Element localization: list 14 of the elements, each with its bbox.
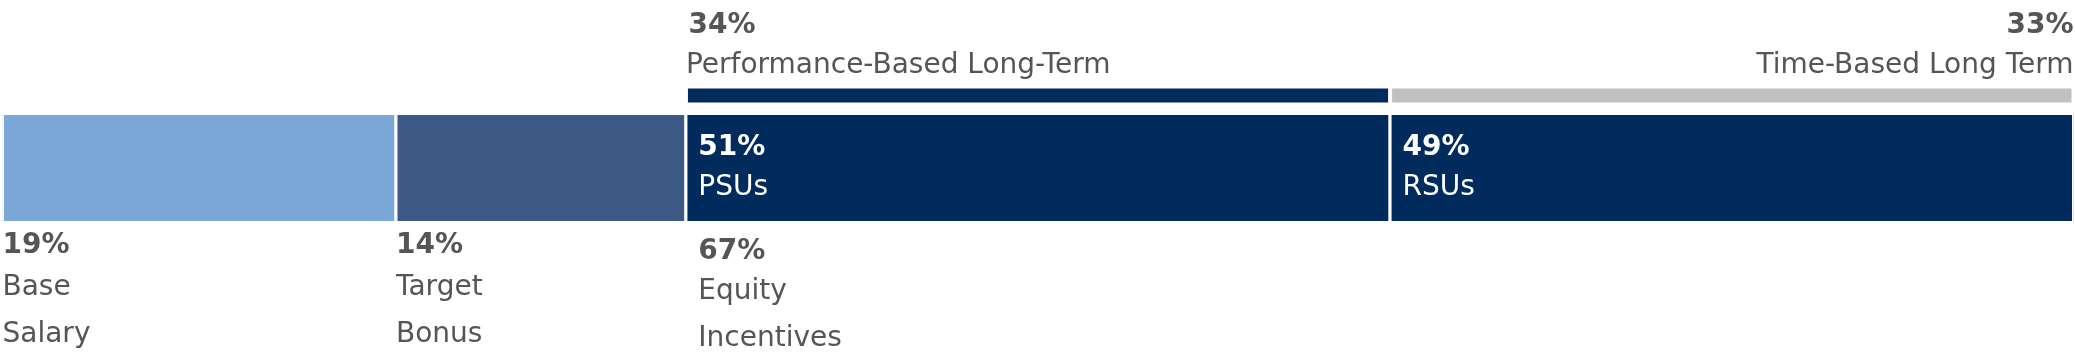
text: Performance-Based Long-Term (685, 46, 1111, 80)
data-label: 14% (395, 226, 464, 260)
text: Time-Based Long Term (1755, 46, 2074, 80)
data-label: 19% (2, 226, 70, 260)
text: Equity Incentives (698, 272, 842, 354)
series-label: Base Salary (2, 268, 91, 350)
text: 67% (698, 232, 766, 266)
annotation: 51% (698, 128, 766, 162)
series-label: Target Bonus (394, 268, 483, 350)
text: 34% (688, 6, 756, 40)
series-label: RSUs (1402, 168, 1475, 202)
annotation: 49% (1402, 128, 1470, 162)
series-label: PSUs (698, 168, 769, 202)
text: 33% (2006, 6, 2074, 40)
